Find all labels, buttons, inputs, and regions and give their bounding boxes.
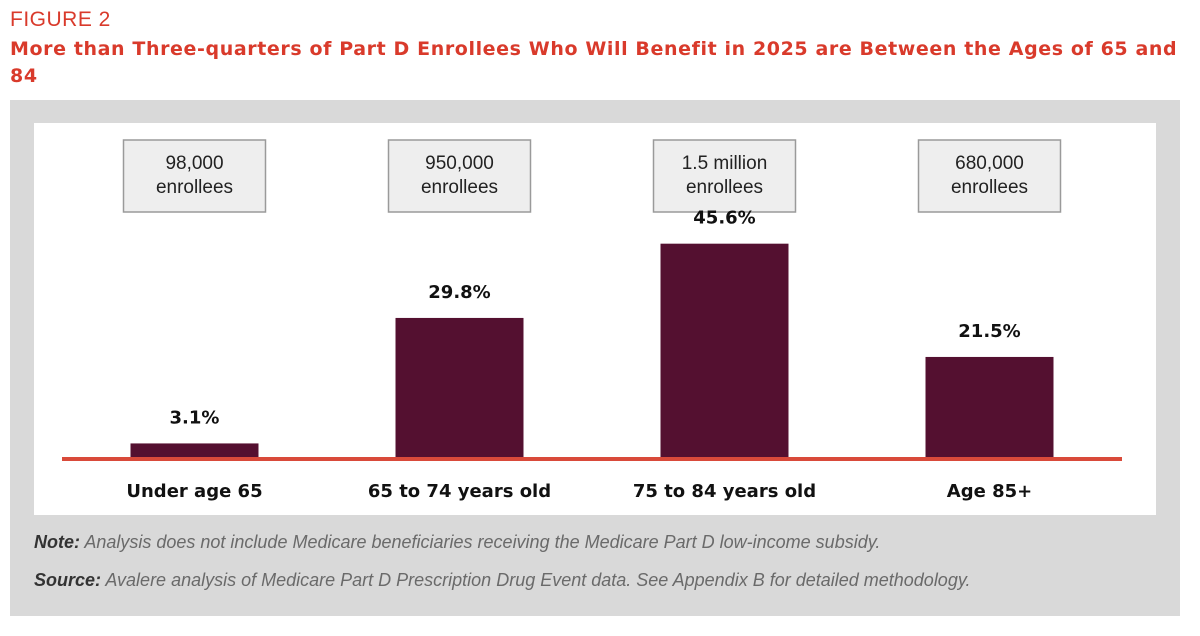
source-text: Avalere analysis of Medicare Part D Pres… xyxy=(101,570,971,590)
bar xyxy=(660,243,789,458)
figure-label: FIGURE 2 xyxy=(10,8,111,31)
data-label: 3.1% xyxy=(170,407,220,428)
note-text: Analysis does not include Medicare benef… xyxy=(80,532,881,552)
bar-chart: 98,000 enrollees 3.1% Under age 65 950,000 en… xyxy=(62,139,1122,502)
enrollee-box-text: 680,000 xyxy=(955,153,1024,174)
x-tick-label: 65 to 74 years old xyxy=(368,481,551,502)
enrollee-box xyxy=(917,139,1062,213)
note: Note: Analysis does not include Medicare… xyxy=(34,532,880,553)
enrollee-box xyxy=(387,139,532,213)
enrollee-box-text: enrollees xyxy=(686,177,763,198)
source: Source: Avalere analysis of Medicare Par… xyxy=(34,570,971,591)
x-tick-label: Age 85+ xyxy=(947,481,1032,502)
enrollee-box-text: enrollees xyxy=(421,177,498,198)
data-label: 45.6% xyxy=(693,208,755,229)
enrollee-box-text: 1.5 million xyxy=(682,153,768,174)
chart-area: 98,000 enrollees 3.1% Under age 65 950,000 en… xyxy=(34,123,1156,515)
x-tick-label: Under age 65 xyxy=(126,481,262,502)
enrollee-box xyxy=(652,139,797,213)
enrollee-box-text: 98,000 xyxy=(165,153,223,174)
source-label: Source: xyxy=(34,570,102,590)
enrollee-box-text: enrollees xyxy=(156,177,233,198)
bar xyxy=(395,317,524,458)
enrollee-box-text: 950,000 xyxy=(425,153,494,174)
data-label: 21.5% xyxy=(958,321,1020,342)
chart-title: More than Three-quarters of Part D Enrol… xyxy=(10,38,1178,87)
x-tick-label: 75 to 84 years old xyxy=(633,481,816,502)
bar xyxy=(130,443,259,458)
enrollee-box xyxy=(122,139,267,213)
data-label: 29.8% xyxy=(428,282,490,303)
bar xyxy=(925,356,1054,458)
enrollee-box-text: enrollees xyxy=(951,177,1028,198)
note-label: Note: xyxy=(34,532,80,552)
